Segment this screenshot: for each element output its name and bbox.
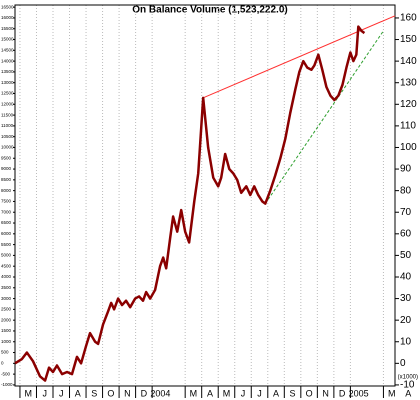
trend-line	[202, 15, 396, 99]
y2-tick-label: 14000	[1, 58, 14, 63]
y2-tick-label: 12000	[1, 101, 14, 106]
x-tick-label: D	[339, 388, 346, 398]
y2-tick-label: 0	[1, 361, 4, 366]
x-tick-label: M	[24, 388, 32, 398]
y2-tick-label: 12500	[1, 91, 14, 96]
plot-frame	[14, 4, 396, 387]
y-tick-label: 30	[400, 293, 412, 304]
y2-tick-label: 7500	[1, 199, 12, 204]
y2-tick-label: 1500	[1, 328, 12, 333]
y2-tick-label: 13500	[1, 69, 14, 74]
y2-tick-label: 8000	[1, 188, 12, 193]
y2-tick-label: 500	[1, 350, 9, 355]
y2-tick-label: 11000	[1, 123, 14, 128]
y2-tick-label: 11500	[1, 112, 14, 117]
y-tick-label: 70	[400, 207, 412, 218]
x-tick-label: N	[322, 388, 329, 398]
x-tick-label: O	[107, 388, 114, 398]
y-tick-label: 120	[400, 99, 417, 110]
y2-tick-label: 3500	[1, 285, 12, 290]
series-line	[14, 25, 366, 382]
y2-tick-label: 9000	[1, 166, 12, 171]
y-tick-label: 100	[400, 142, 417, 153]
y-tick-label: 80	[400, 185, 412, 196]
x-tick-label: M	[388, 388, 396, 398]
y-tick-label: 20	[400, 315, 412, 326]
x-tick-label: 2004	[150, 388, 170, 398]
x-tick-label: S	[91, 388, 97, 398]
y-tick-label: -10	[400, 380, 415, 391]
x-tick-label: J	[59, 388, 64, 398]
y2-tick-label: 9500	[1, 155, 12, 160]
chart-title: On Balance Volume (1,523,222.0)	[132, 5, 287, 16]
y2-tick-label: 10500	[1, 134, 14, 139]
x-tick-label: J	[241, 388, 246, 398]
x-tick-label: A	[75, 388, 81, 398]
x-tick-label: A	[207, 388, 213, 398]
y2-tick-label: 10000	[1, 145, 14, 150]
y2-tick-label: 7000	[1, 209, 12, 214]
y2-tick-label: 5000	[1, 253, 12, 258]
y2-tick-label: 3000	[1, 296, 12, 301]
x-tick-label: N	[124, 388, 131, 398]
y-tick-label: 110	[400, 121, 416, 132]
x-tick-label: A	[405, 388, 411, 398]
x-tick-label: J	[257, 388, 262, 398]
y-tick-label: 130	[400, 77, 417, 88]
y-tick-label: 40	[400, 272, 412, 283]
x-tick-label: M	[223, 388, 231, 398]
x-tick-label: M	[190, 388, 198, 398]
y-tick-label: 50	[400, 250, 412, 261]
x-tick-label: O	[306, 388, 313, 398]
y2-tick-label: 14500	[1, 48, 14, 53]
y2-tick-label: 16500	[1, 4, 14, 9]
y-tick-label: 90	[400, 164, 412, 175]
x-tick-label: D	[141, 388, 148, 398]
y2-tick-label: 15000	[1, 37, 14, 42]
y-tick-label: 150	[400, 34, 417, 45]
y2-tick-label: 8500	[1, 177, 12, 182]
y-tick-label: 140	[400, 56, 417, 67]
y-unit-label: (x1000)	[398, 375, 418, 381]
y2-tick-label: -500	[1, 371, 11, 376]
y2-tick-label: 6000	[1, 231, 12, 236]
y2-tick-label: 13000	[1, 80, 14, 85]
y2-tick-label: -1000	[1, 382, 13, 387]
y-tick-label: 60	[400, 228, 412, 239]
y-tick-label: 0	[400, 358, 406, 369]
y2-tick-label: 4500	[1, 263, 12, 268]
y2-tick-label: 2500	[1, 307, 12, 312]
x-tick-label: 2005	[349, 388, 369, 398]
y2-tick-label: 1000	[1, 339, 12, 344]
x-tick-label: A	[273, 388, 279, 398]
y-tick-label: 160	[400, 13, 417, 24]
y2-tick-label: 5500	[1, 242, 12, 247]
y2-tick-label: 6500	[1, 220, 12, 225]
y2-tick-label: 4000	[1, 274, 12, 279]
y-tick-label: 10	[400, 336, 412, 347]
x-tick-label: J	[42, 388, 47, 398]
y2-tick-label: 2000	[1, 317, 12, 322]
y2-tick-label: 16000	[1, 15, 14, 20]
x-tick-label: S	[290, 388, 296, 398]
y2-tick-label: 15500	[1, 26, 14, 31]
